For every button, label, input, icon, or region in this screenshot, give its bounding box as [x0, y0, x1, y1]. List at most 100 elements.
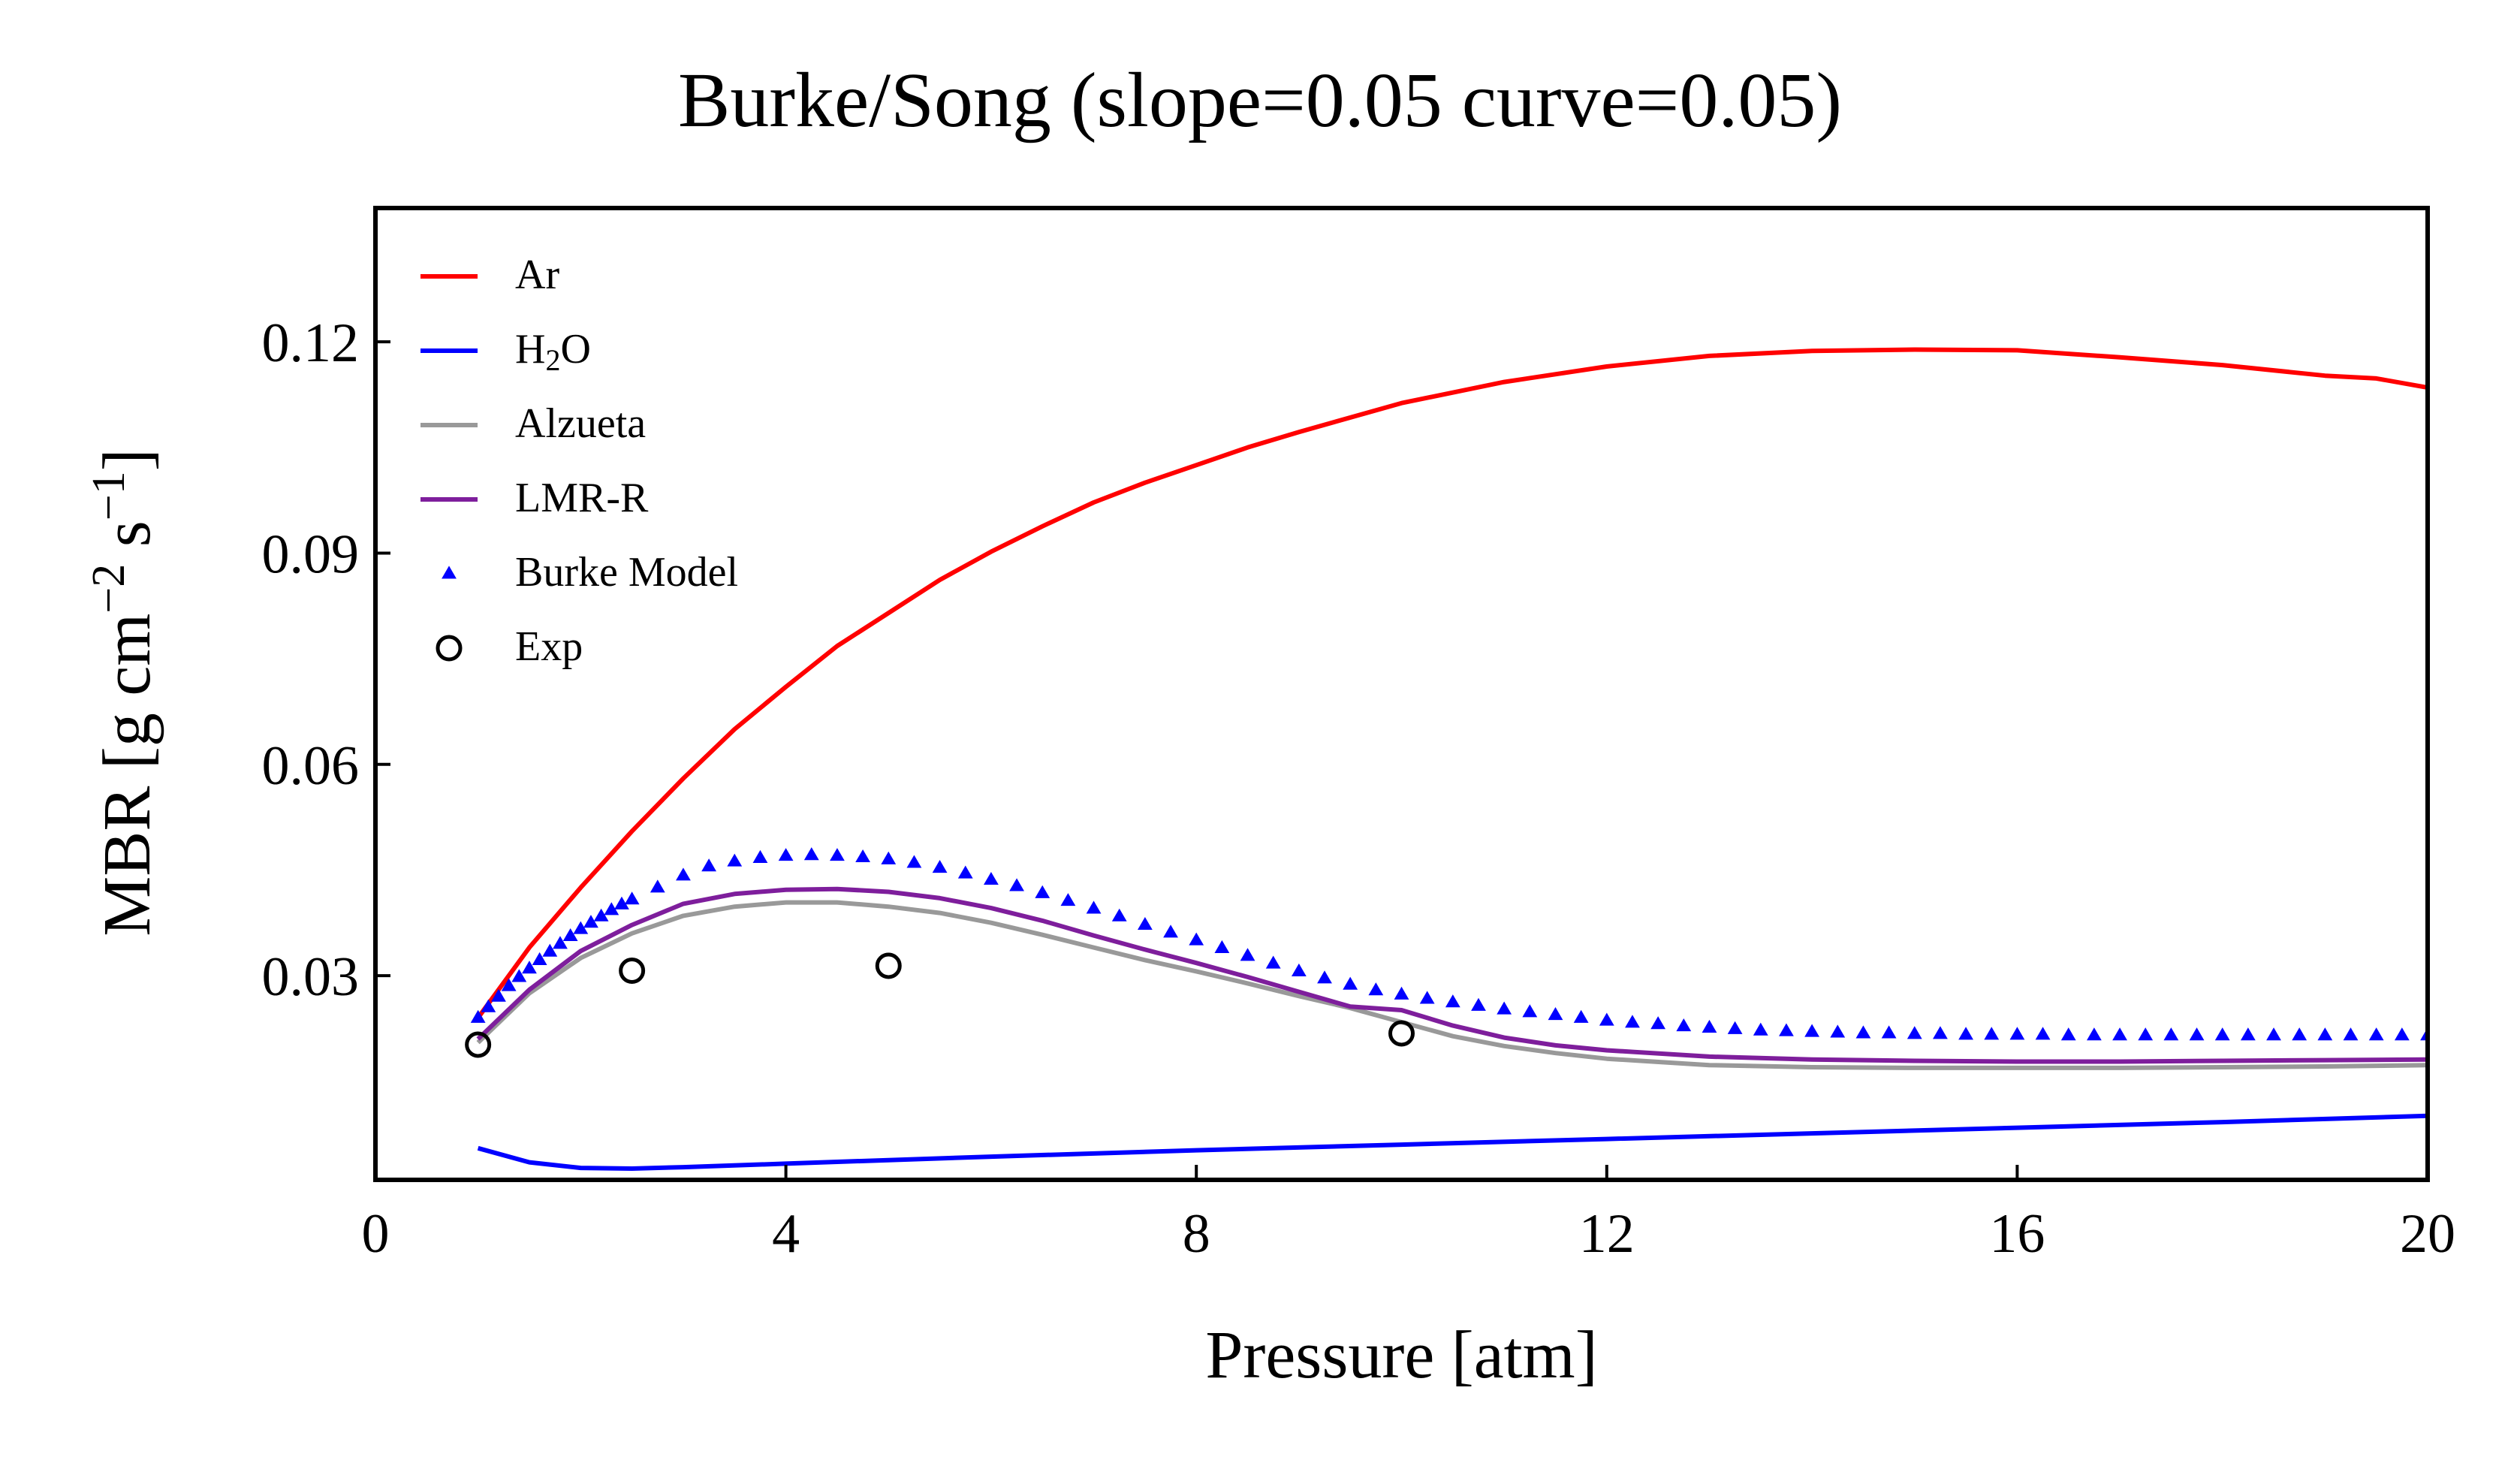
data-point-triangle: [562, 928, 578, 942]
data-point-triangle: [881, 851, 897, 864]
series-h-o: [477, 1113, 2428, 1171]
data-point-triangle: [701, 858, 717, 872]
data-point-triangle: [2009, 1027, 2025, 1040]
data-point-triangle: [604, 902, 619, 915]
data-point-circle: [1388, 1020, 1415, 1047]
data-point-triangle: [1804, 1024, 1819, 1037]
legend-label-lmr-r: LMR-R: [515, 475, 649, 521]
data-point-triangle: [2368, 1027, 2384, 1041]
series-alzueta: [476, 900, 2428, 1070]
legend-swatch-burke-model: [442, 566, 457, 579]
data-point-circle: [875, 952, 902, 979]
data-point-triangle: [830, 848, 845, 861]
series-lmr-r: [476, 886, 2428, 1064]
data-point-triangle: [501, 978, 517, 991]
data-point-triangle: [553, 936, 568, 949]
data-point-triangle: [1060, 893, 1076, 906]
data-point-triangle: [2292, 1027, 2307, 1041]
data-point-triangle: [1471, 997, 1486, 1011]
x-tick-label: 16: [1989, 1203, 2045, 1265]
x-tick-label: 20: [2400, 1203, 2455, 1265]
data-point-triangle: [1933, 1026, 1948, 1039]
data-point-circle: [619, 958, 646, 985]
data-point-triangle: [2266, 1027, 2281, 1041]
data-point-triangle: [1984, 1027, 2000, 1040]
axes-layer: 0 4 8 12 16 20 0.03 0.06 0.09 0.12: [262, 206, 2455, 1265]
y-tick-label: 0.03: [262, 946, 360, 1008]
chart-title: Burke/Song (slope=0.05 curve=0.05): [678, 57, 1842, 143]
data-point-triangle: [1086, 900, 1102, 914]
data-point-triangle: [1907, 1026, 1922, 1039]
legend: [421, 274, 478, 662]
data-point-triangle: [2163, 1027, 2179, 1041]
data-point-triangle: [778, 848, 794, 861]
data-point-triangle: [1137, 916, 1153, 931]
data-point-triangle: [1163, 925, 1178, 938]
data-point-triangle: [583, 915, 598, 928]
x-axis-label: Pressure [atm]: [1205, 1318, 1598, 1392]
data-point-triangle: [1394, 986, 1409, 1000]
data-point-triangle: [1343, 976, 1358, 990]
plot-frame: [373, 206, 2430, 1182]
data-point-triangle: [2343, 1027, 2359, 1041]
series-line-h-o: [477, 1113, 2428, 1171]
data-point-triangle: [1753, 1022, 1768, 1036]
data-point-triangle: [906, 855, 922, 868]
series-ar: [476, 347, 2428, 1020]
data-point-triangle: [957, 865, 973, 879]
data-point-triangle: [1650, 1016, 1666, 1030]
y-tick-label: 0.12: [262, 312, 360, 374]
data-point-triangle: [1779, 1023, 1794, 1036]
data-point-triangle: [1727, 1021, 1743, 1034]
legend-label-exp: Exp: [515, 623, 583, 670]
data-point-triangle: [1573, 1009, 1589, 1023]
data-point-triangle: [2214, 1027, 2230, 1041]
legend-label-ar: Ar: [515, 252, 560, 298]
legend-label-h-o: H2O: [515, 326, 591, 377]
data-point-triangle: [491, 988, 506, 1002]
data-point-triangle: [614, 896, 629, 909]
x-tick-label: 4: [772, 1203, 800, 1265]
data-point-triangle: [1111, 908, 1127, 922]
series-layer: [465, 347, 2428, 1171]
series-line-alzueta: [476, 900, 2428, 1070]
data-point-triangle: [2112, 1027, 2127, 1041]
data-point-triangle: [1240, 948, 1255, 961]
data-point-triangle: [650, 879, 665, 893]
data-point-triangle: [752, 849, 768, 863]
data-point-triangle: [1548, 1006, 1563, 1021]
data-point-triangle: [1214, 940, 1230, 954]
data-point-triangle: [532, 952, 547, 965]
data-point-triangle: [1009, 878, 1024, 891]
data-point-triangle: [1419, 991, 1435, 1004]
data-point-triangle: [542, 943, 558, 957]
data-point-triangle: [2240, 1027, 2256, 1041]
series-burke-model: [470, 847, 2428, 1041]
data-point-triangle: [1291, 963, 1307, 976]
data-point-triangle: [1522, 1004, 1538, 1018]
data-point-triangle: [1599, 1012, 1614, 1026]
y-tick-label: 0.06: [262, 735, 360, 797]
data-point-triangle: [855, 849, 870, 863]
data-point-triangle: [1317, 970, 1332, 984]
data-point-triangle: [2189, 1027, 2205, 1041]
data-point-triangle: [522, 961, 537, 974]
data-point-triangle: [2394, 1027, 2410, 1041]
data-point-triangle: [1368, 982, 1384, 996]
data-point-triangle: [1445, 994, 1460, 1008]
data-point-triangle: [573, 921, 589, 934]
legend-swatch-exp: [436, 635, 463, 662]
x-tick-label: 12: [1579, 1203, 1635, 1265]
data-point-triangle: [1265, 955, 1281, 969]
data-point-triangle: [727, 853, 743, 867]
legend-label-burke-model: Burke Model: [515, 549, 739, 596]
data-point-triangle: [2317, 1027, 2333, 1041]
data-point-triangle: [481, 999, 496, 1012]
x-tick-label: 8: [1183, 1203, 1210, 1265]
data-point-triangle: [984, 871, 999, 885]
data-point-circle: [465, 1031, 492, 1058]
data-point-triangle: [1625, 1015, 1640, 1028]
legend-label-alzueta: Alzueta: [515, 400, 647, 447]
data-point-triangle: [1958, 1027, 1973, 1040]
